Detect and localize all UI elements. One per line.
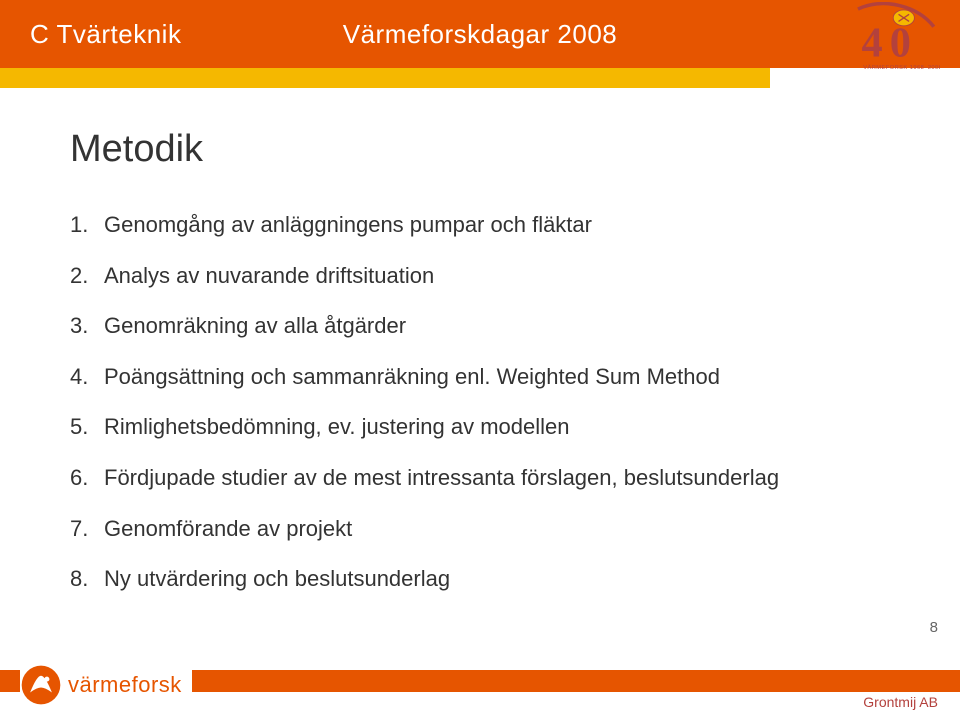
page-title: Metodik bbox=[70, 128, 890, 171]
header-left-text: C Tvärteknik bbox=[0, 19, 181, 50]
svg-text:4: 4 bbox=[861, 20, 882, 67]
list-item: Analys av nuvarande driftsituation bbox=[70, 262, 890, 291]
logo-subtext: VÄRMEFORSK 1968–2008 bbox=[863, 64, 940, 71]
varmeforsk-icon bbox=[20, 664, 62, 706]
method-list: Genomgång av anläggningens pumpar och fl… bbox=[70, 211, 890, 594]
list-item: Poängsättning och sammanräkning enl. Wei… bbox=[70, 363, 890, 392]
footer-logo: värmeforsk bbox=[20, 664, 192, 706]
svg-text:0: 0 bbox=[890, 20, 911, 67]
anniversary-logo: 4 0 VÄRMEFORSK 1968–2008 bbox=[850, 2, 940, 77]
content-area: Metodik Genomgång av anläggningens pumpa… bbox=[0, 88, 960, 594]
list-item: Genomförande av projekt bbox=[70, 515, 890, 544]
list-item: Genomräkning av alla åtgärder bbox=[70, 312, 890, 341]
list-item: Genomgång av anläggningens pumpar och fl… bbox=[70, 211, 890, 240]
page-number: 8 bbox=[930, 619, 938, 636]
list-item: Ny utvärdering och beslutsunderlag bbox=[70, 565, 890, 594]
footer-logo-text: värmeforsk bbox=[68, 672, 182, 698]
footer-right-text: Grontmij AB bbox=[863, 694, 938, 710]
header-bar: C Tvärteknik Värmeforskdagar 2008 4 0 VÄ… bbox=[0, 0, 960, 68]
subheader-bar bbox=[0, 68, 960, 88]
header-center-text: Värmeforskdagar 2008 bbox=[343, 19, 617, 50]
list-item: Fördjupade studier av de mest intressant… bbox=[70, 464, 890, 493]
list-item: Rimlighetsbedömning, ev. justering av mo… bbox=[70, 413, 890, 442]
